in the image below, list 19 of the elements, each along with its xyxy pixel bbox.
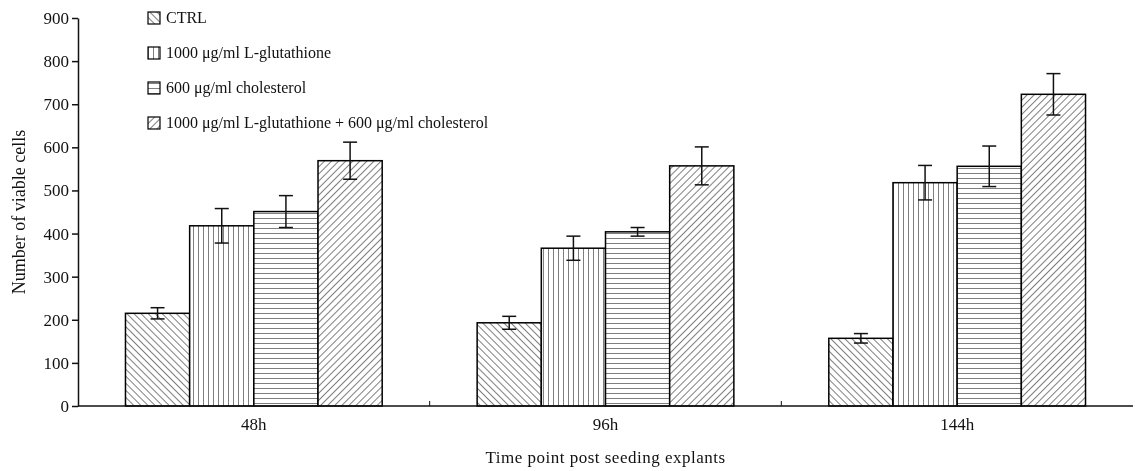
y-tick-label: 900 bbox=[43, 8, 69, 28]
y-tick-label: 300 bbox=[43, 267, 69, 287]
y-tick-label: 400 bbox=[43, 224, 69, 244]
y-tick-label: 100 bbox=[43, 353, 69, 373]
legend-label: 1000 μg/ml L-glutathione bbox=[166, 44, 331, 62]
legend-label: CTRL bbox=[166, 9, 207, 26]
y-tick-label: 600 bbox=[43, 138, 69, 158]
y-tick-label: 500 bbox=[43, 181, 69, 201]
y-tick-label: 700 bbox=[43, 95, 69, 115]
x-axis-title: Time point post seeding explants bbox=[485, 448, 726, 467]
x-tick-label: 144h bbox=[940, 415, 975, 434]
y-tick-label: 800 bbox=[43, 52, 69, 72]
y-tick-label: 200 bbox=[43, 310, 69, 330]
x-tick-label: 96h bbox=[592, 415, 619, 434]
x-tick-label: 48h bbox=[241, 415, 268, 434]
y-tick-label: 0 bbox=[60, 396, 69, 416]
legend-label: 600 μg/ml cholesterol bbox=[166, 79, 307, 97]
legend-label: 1000 μg/ml L-glutathione + 600 μg/ml cholesterol bbox=[166, 114, 489, 132]
y-axis-title: Number of viable cells bbox=[9, 129, 29, 295]
